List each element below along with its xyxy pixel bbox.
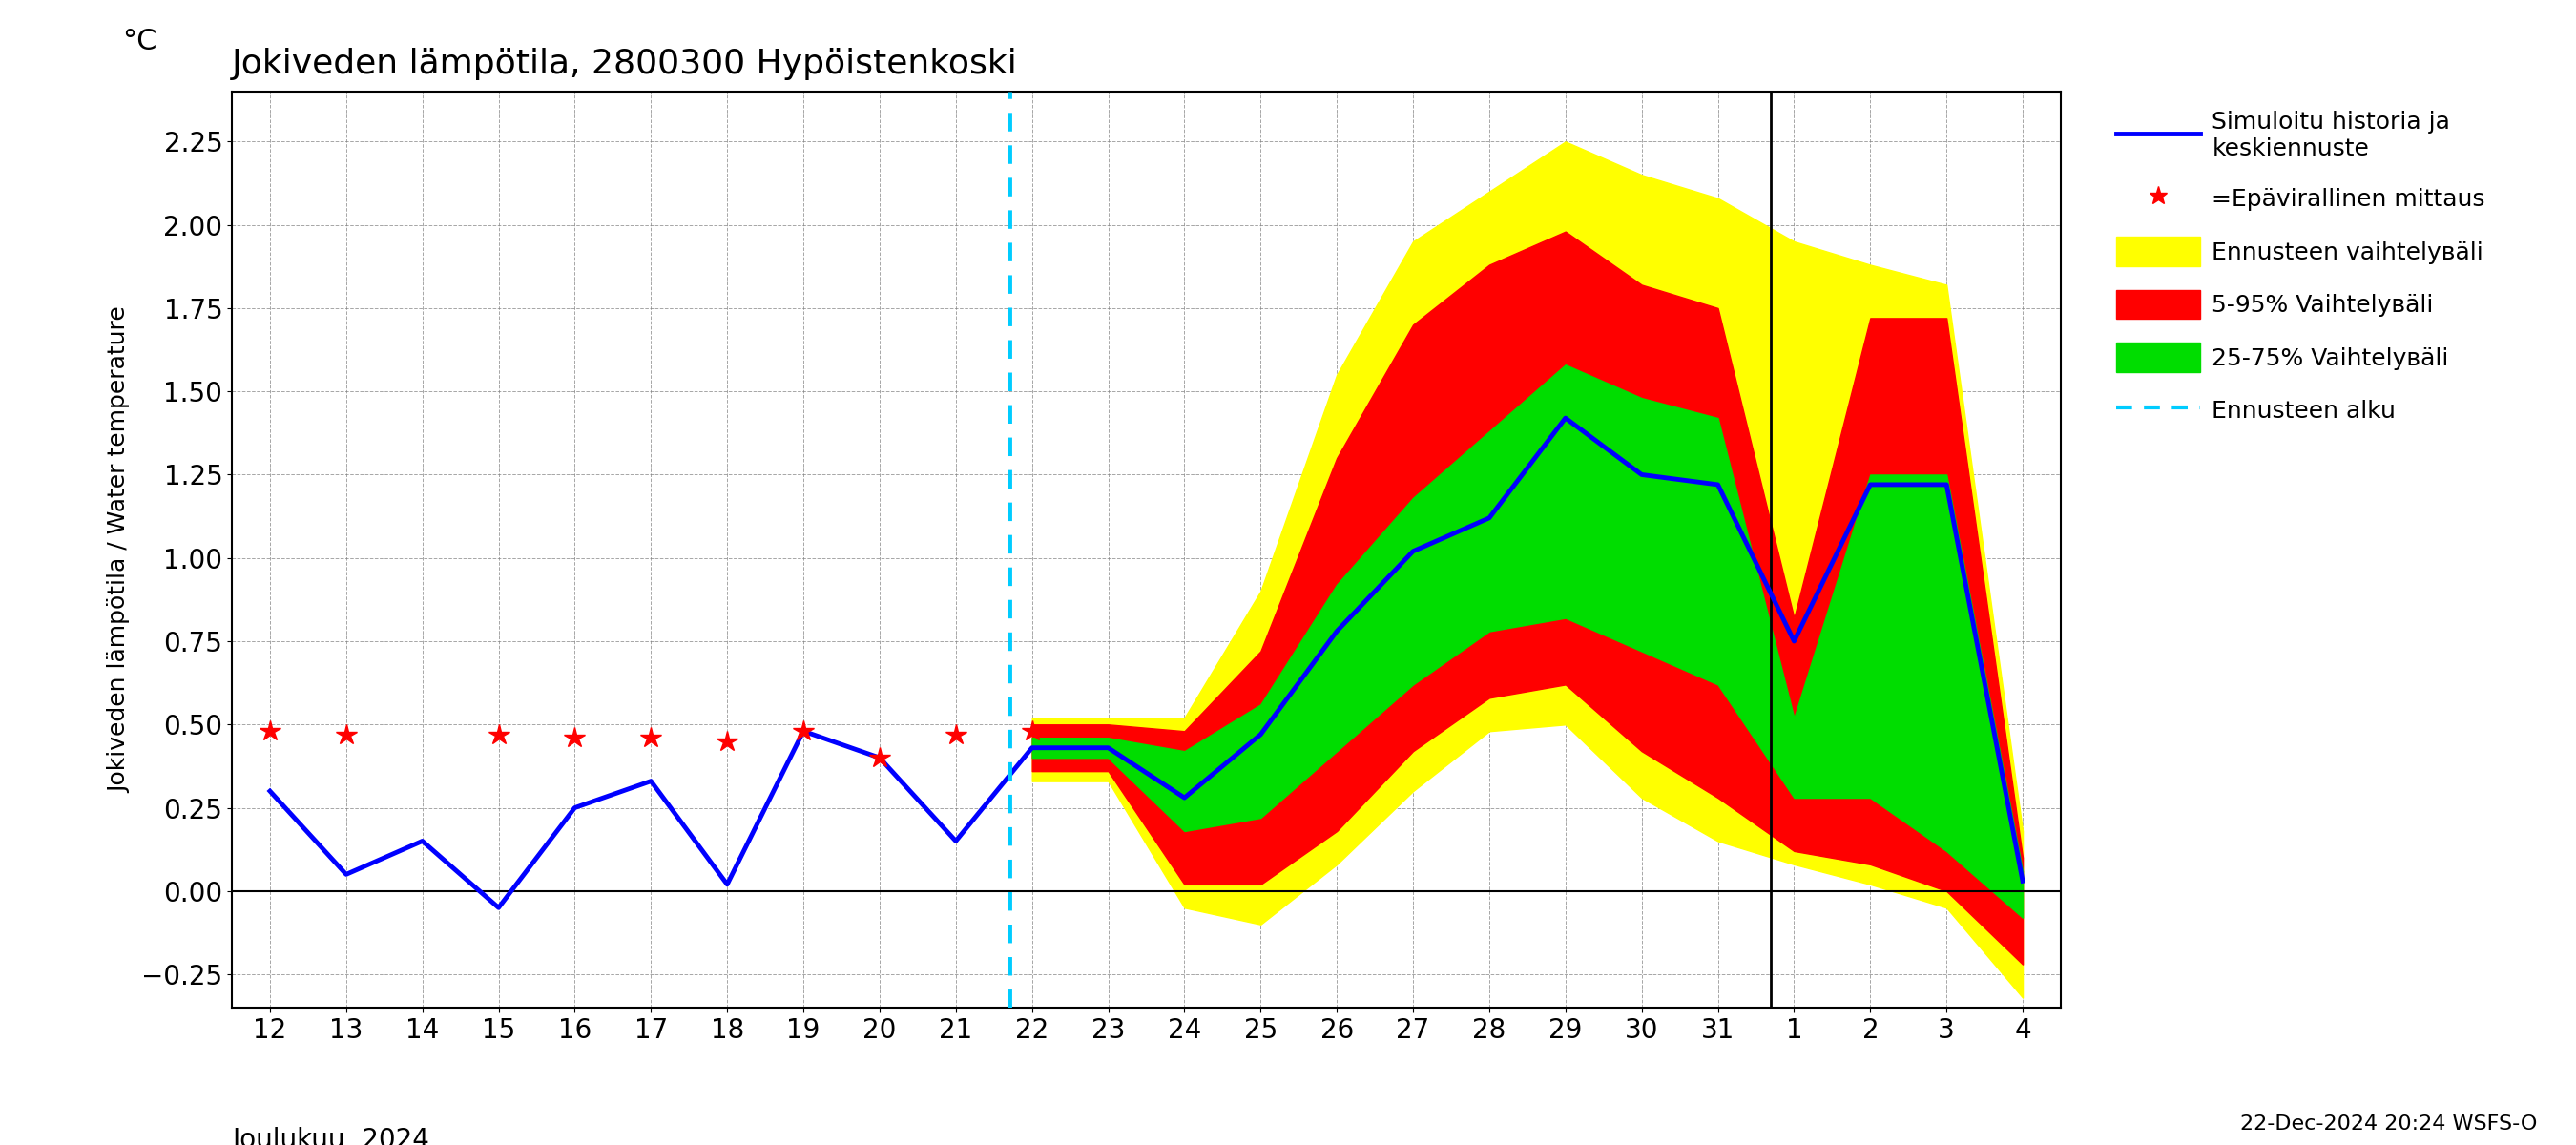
Text: Jokiveden lämpötila, 2800300 Hypöistenkoski: Jokiveden lämpötila, 2800300 Hypöistenko…	[232, 47, 1018, 80]
Text: °C: °C	[121, 27, 157, 55]
Legend: Simuloitu historia ja
keskiennuste, =Epävirallinen mittaus, Ennusteen vaihtelувä: Simuloitu historia ja keskiennuste, =Epä…	[2110, 103, 2494, 432]
Y-axis label: Jokiveden lämpötila / Water temperature: Jokiveden lämpötila / Water temperature	[108, 307, 131, 792]
Text: Joulukuu  2024
December: Joulukuu 2024 December	[232, 1127, 430, 1145]
Text: 22-Dec-2024 20:24 WSFS-O: 22-Dec-2024 20:24 WSFS-O	[2241, 1114, 2537, 1134]
